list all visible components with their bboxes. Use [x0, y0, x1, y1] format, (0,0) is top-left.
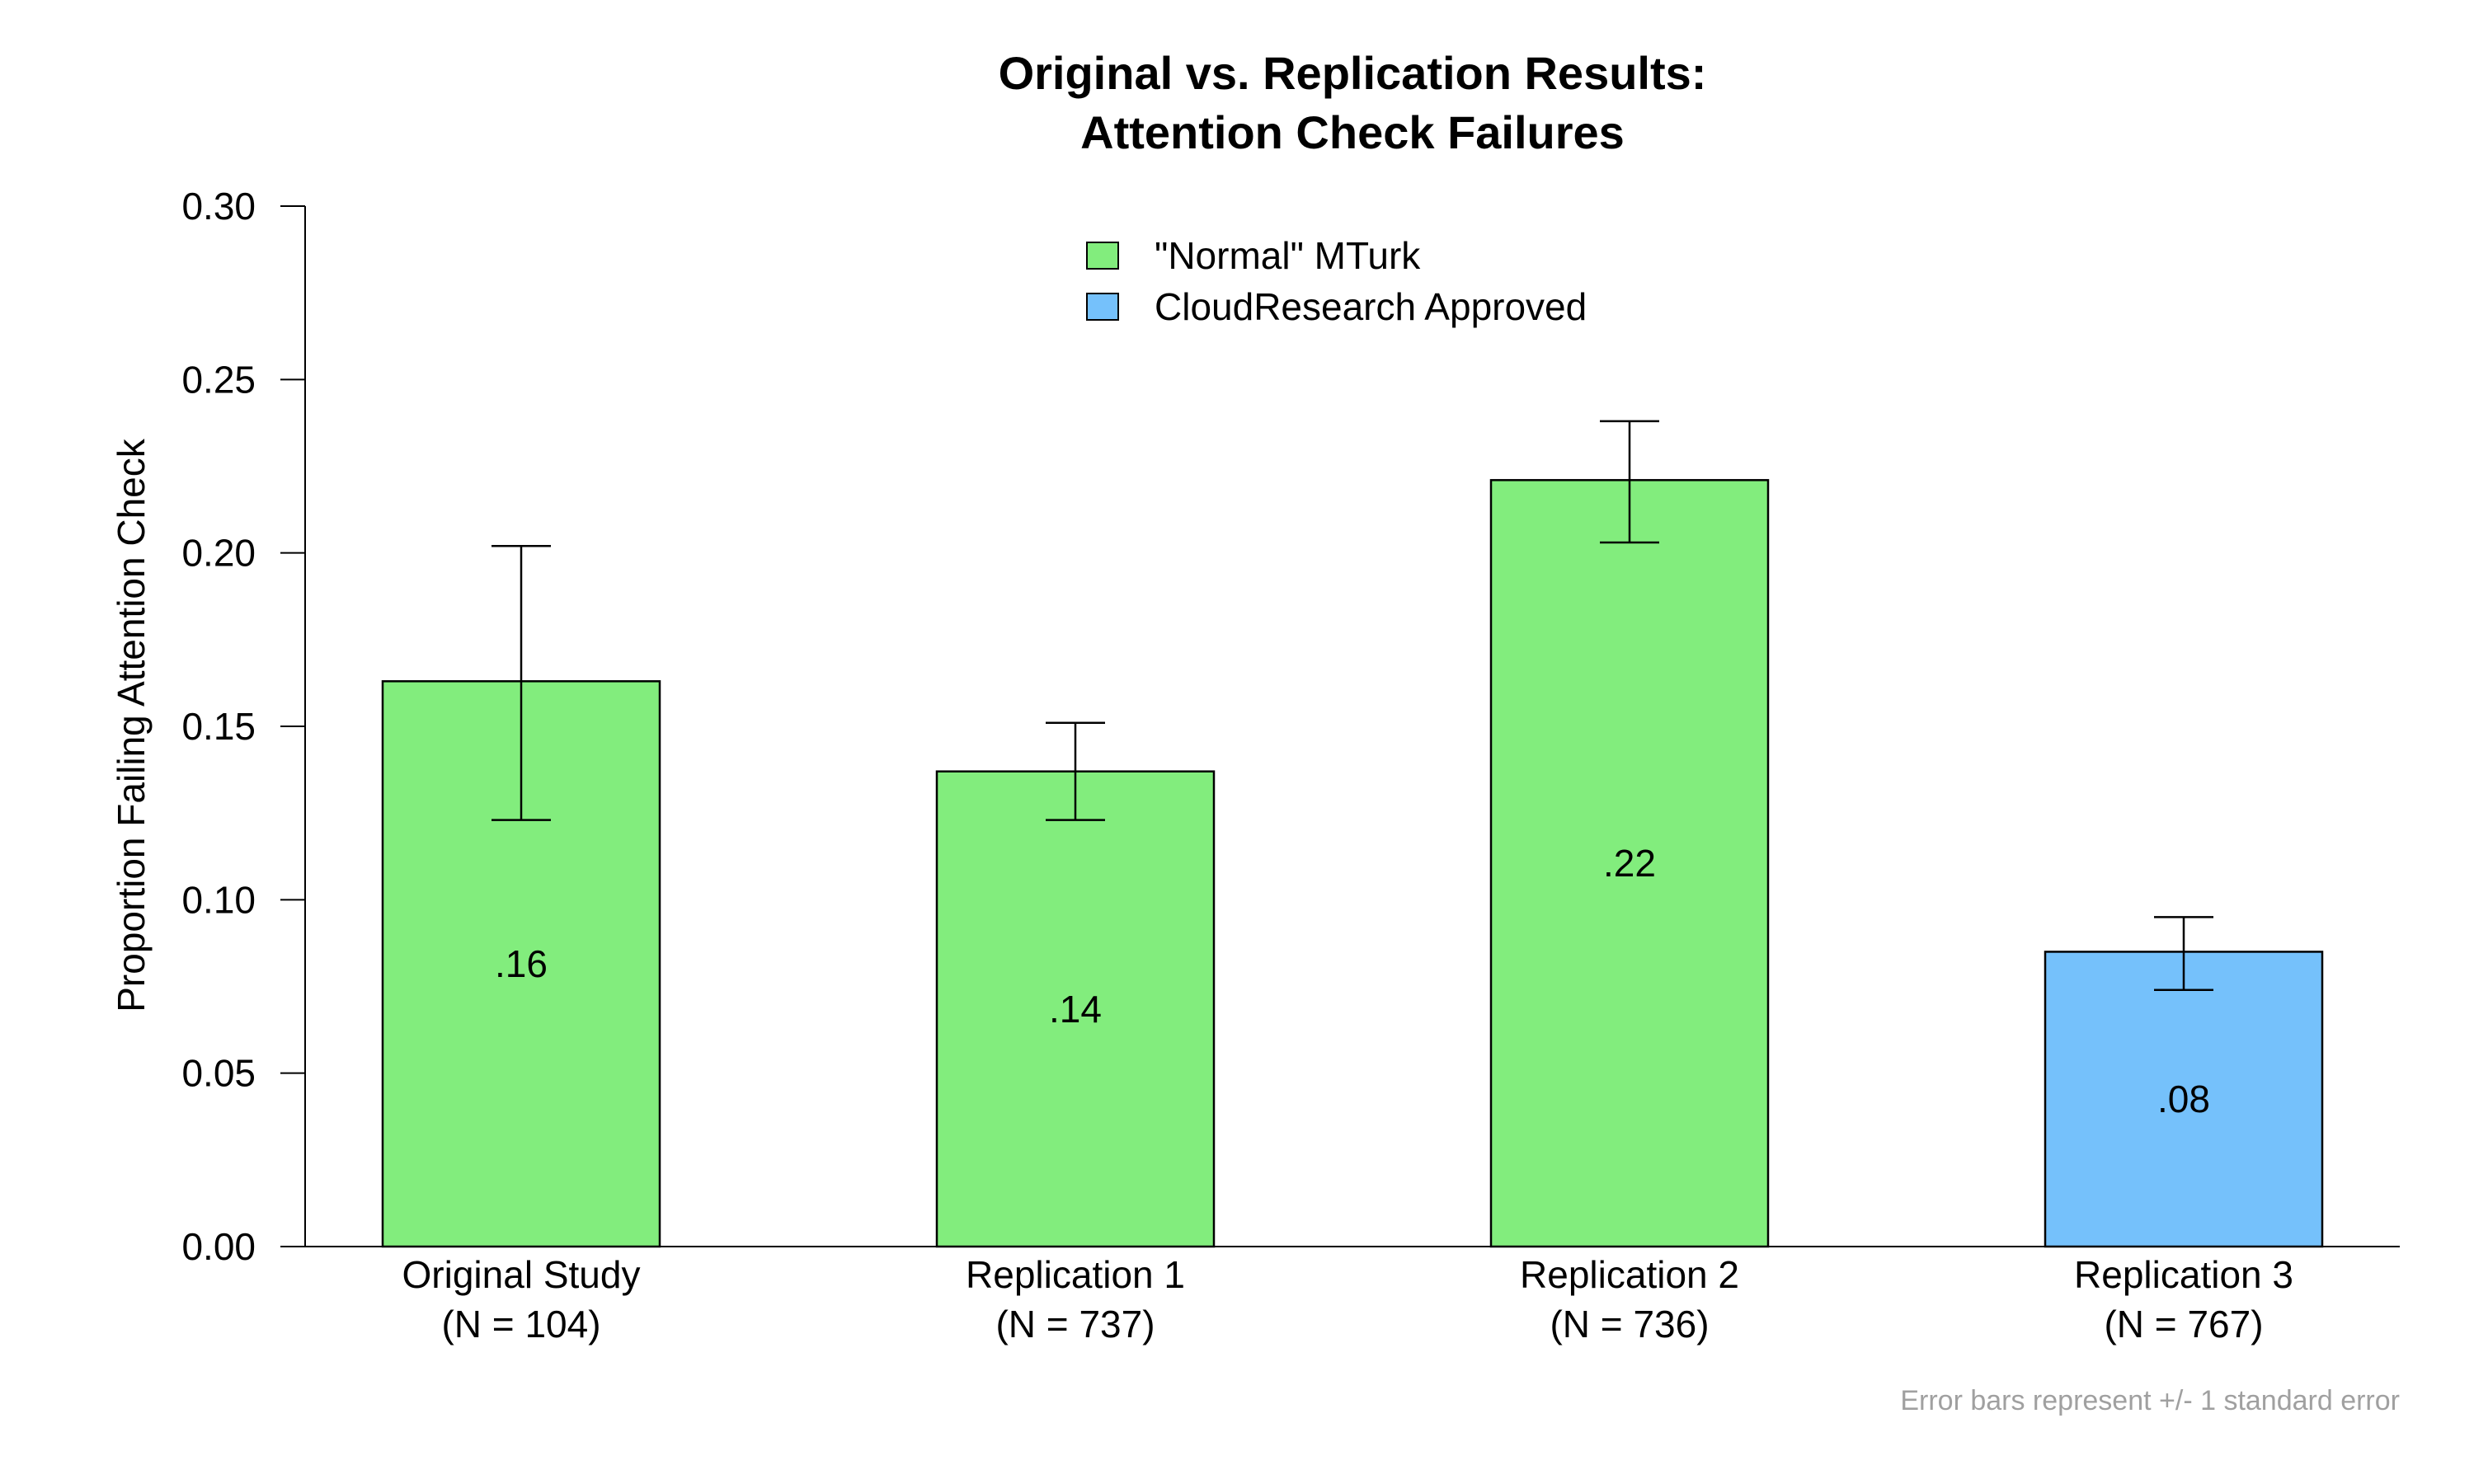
y-axis: 0.00 0.05 0.10 0.15 0.20 0.25 0.30: [181, 185, 306, 1268]
x-tick-label: Replication 3: [2074, 1253, 2293, 1296]
chart-title: Original vs. Replication Results:: [999, 47, 1707, 99]
chart-subtitle: Attention Check Failures: [1080, 106, 1625, 158]
bar: [2044, 951, 2324, 1248]
y-tick-label: 0.05: [181, 1052, 256, 1095]
x-tick-sublabel: (N = 767): [2104, 1303, 2263, 1345]
bars: [381, 479, 2324, 1248]
y-tick-label: 0.15: [181, 705, 256, 748]
error-bars: [492, 420, 2213, 991]
footnote: Error bars represent +/- 1 standard erro…: [1900, 1385, 2400, 1416]
bar-value-label: .22: [1603, 842, 1656, 885]
value-labels: .16 .14 .22 .08: [495, 842, 2210, 1120]
legend: "Normal" MTurk CloudResearch Approved: [1086, 234, 1587, 328]
y-tick-label: 0.30: [181, 185, 256, 228]
y-tick-label: 0.25: [181, 358, 256, 401]
bar: [1489, 479, 1770, 1248]
y-tick-label: 0.10: [181, 878, 256, 921]
bar-value-label: .08: [2157, 1078, 2210, 1120]
legend-swatch: [1086, 293, 1119, 321]
legend-swatch: [1086, 242, 1119, 270]
legend-label: "Normal" MTurk: [1155, 234, 1421, 277]
x-tick-label: Original Study: [402, 1253, 641, 1296]
bar: [935, 770, 1216, 1248]
x-tick-label: Replication 1: [966, 1253, 1185, 1296]
x-tick-sublabel: (N = 736): [1550, 1303, 1709, 1345]
y-axis-title: Proportion Failing Attention Check: [110, 438, 153, 1012]
y-tick-label: 0.00: [181, 1225, 256, 1268]
legend-label: CloudResearch Approved: [1155, 285, 1587, 328]
x-tick-label: Replication 2: [1520, 1253, 1739, 1296]
x-axis: Original Study (N = 104) Replication 1 (N =…: [280, 1246, 2400, 1345]
y-tick-label: 0.20: [181, 532, 256, 575]
bar-value-label: .14: [1049, 988, 1102, 1031]
x-tick-sublabel: (N = 737): [995, 1303, 1155, 1345]
x-tick-sublabel: (N = 104): [441, 1303, 600, 1345]
bar-value-label: .16: [495, 942, 548, 985]
